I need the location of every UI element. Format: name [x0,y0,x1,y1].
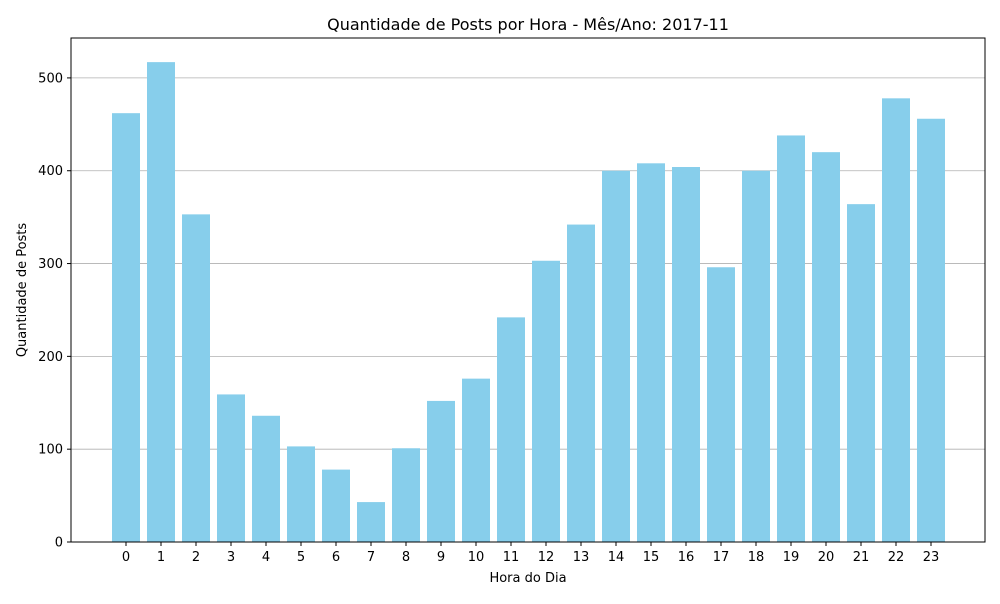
bar-hour-7 [357,502,385,542]
x-axis-ticks: 0 1 2 3 4 5 6 7 8 9 10 11 12 13 14 15 16 17 18 19 20 21 22 23 [122,542,939,565]
bars [112,62,945,543]
bar-hour-0 [112,113,140,543]
x-tick-label: 8 [402,550,410,565]
bar-hour-1 [147,62,175,542]
bar-hour-20 [812,152,840,542]
bar-hour-3 [217,394,245,542]
x-axis-label: Hora do Dia [489,571,566,586]
bar-hour-18 [742,170,770,542]
x-tick-label: 9 [437,550,445,565]
x-tick-label: 16 [678,550,695,565]
x-tick-label: 19 [783,550,800,565]
x-tick-label: 13 [573,550,590,565]
x-tick-label: 0 [122,550,130,565]
x-tick-label: 18 [748,550,765,565]
y-tick-label: 0 [55,536,63,551]
bar-hour-19 [777,135,805,542]
bar-hour-11 [497,317,525,542]
x-tick-label: 1 [157,550,165,565]
x-tick-label: 15 [643,550,660,565]
x-tick-label: 23 [923,550,940,565]
bar-hour-22 [882,98,910,543]
plot-frame [70,37,986,543]
bar-hour-17 [707,267,735,542]
x-tick-label: 11 [503,550,520,565]
x-tick-label: 5 [297,550,305,565]
x-tick-label: 7 [367,550,375,565]
bar-hour-9 [427,400,455,542]
bar-hour-21 [847,204,875,542]
bar-hour-6 [322,469,350,542]
y-tick-label: 100 [38,443,63,458]
x-tick-label: 2 [192,550,200,565]
bar-hour-13 [567,224,595,542]
bar-hour-10 [462,378,490,542]
x-tick-label: 21 [853,550,870,565]
x-tick-label: 14 [608,550,625,565]
y-tick-label: 400 [38,164,63,179]
x-tick-label: 10 [468,550,485,565]
x-tick-label: 3 [227,550,235,565]
y-axis-ticks: 0 100 200 300 400 500 [38,71,71,551]
bar-hour-8 [392,448,420,542]
bar-hour-4 [252,415,280,542]
y-tick-label: 200 [38,350,63,365]
y-axis-label: Quantidade de Posts [15,223,30,358]
bar-hour-5 [287,446,315,542]
y-tick-label: 500 [38,71,63,86]
chart-title: Quantidade de Posts por Hora - Mês/Ano: … [327,15,729,34]
bar-hour-2 [182,214,210,543]
bar-hour-14 [602,170,630,542]
bar-hour-15 [637,163,665,542]
x-tick-label: 22 [888,550,905,565]
bar-hour-12 [532,260,560,542]
x-tick-label: 17 [713,550,730,565]
x-tick-label: 20 [818,550,835,565]
bar-hour-23 [917,118,945,543]
x-tick-label: 6 [332,550,340,565]
x-tick-label: 4 [262,550,270,565]
y-tick-label: 300 [38,257,63,272]
x-tick-label: 12 [538,550,555,565]
bar-hour-16 [672,167,700,542]
